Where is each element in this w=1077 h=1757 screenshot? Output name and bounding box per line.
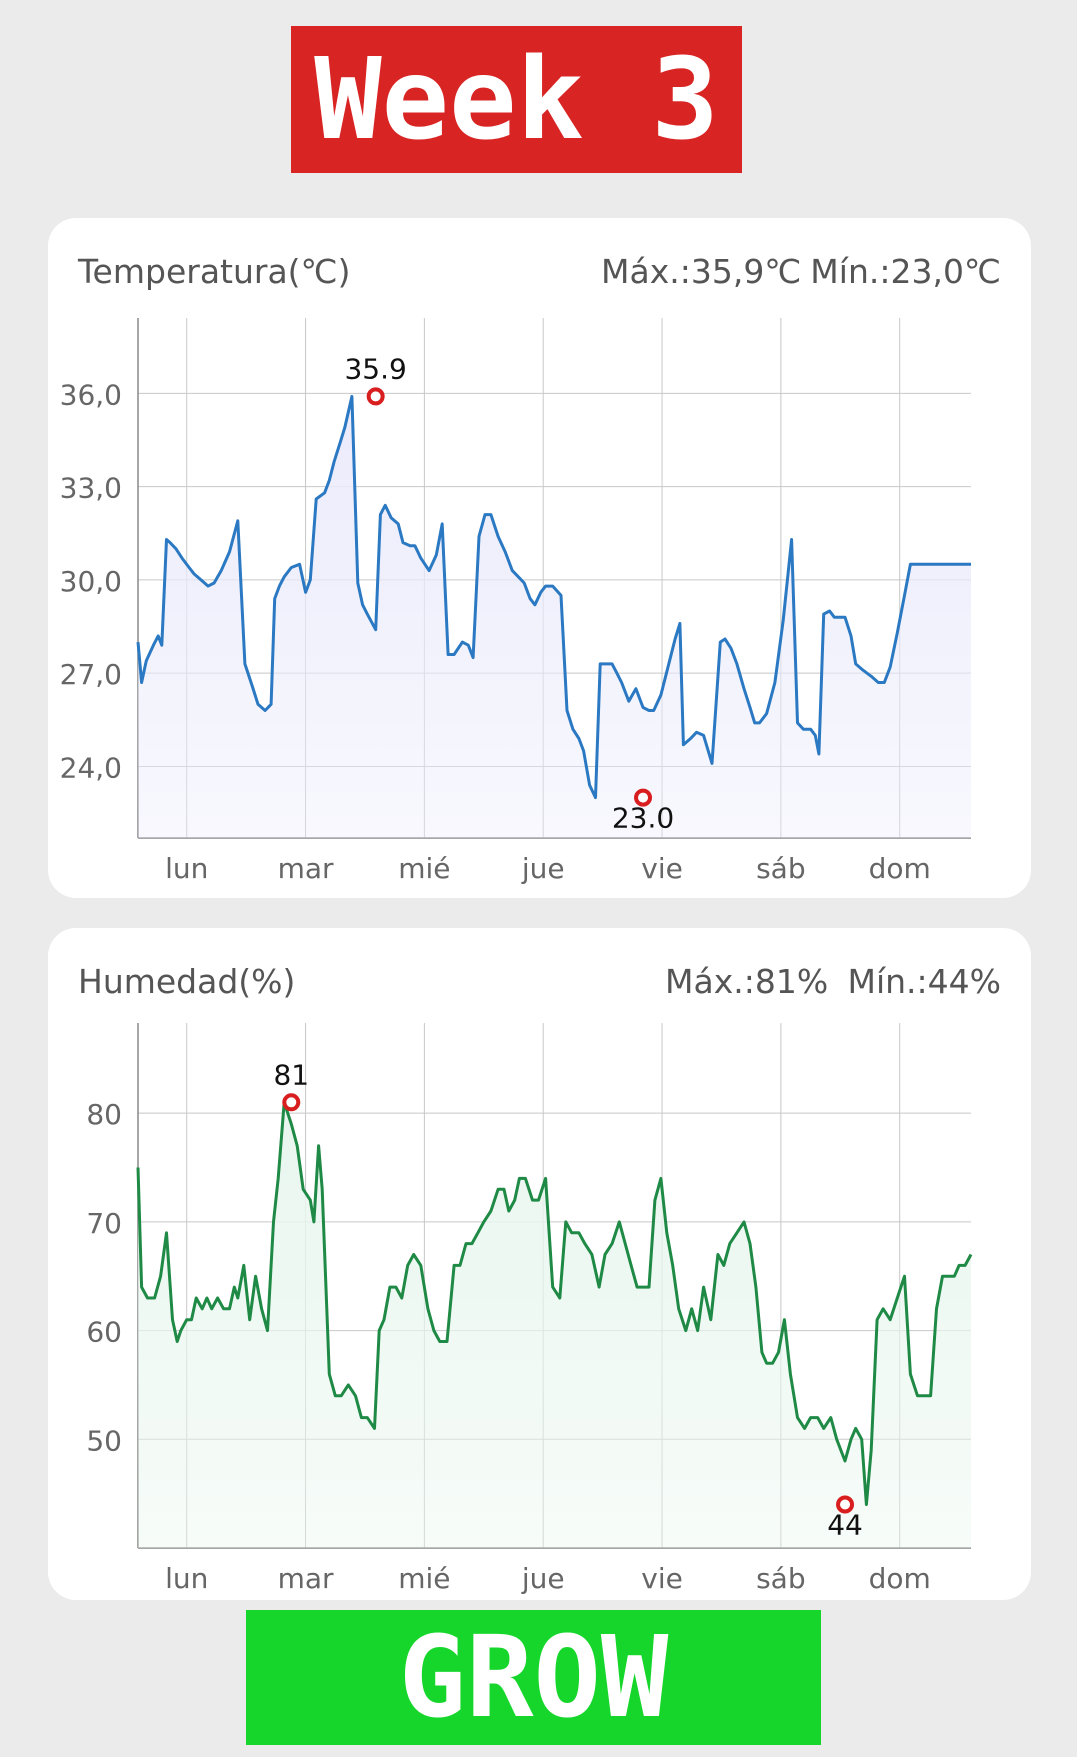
max-marker (282, 1093, 301, 1112)
min-label: Mín.:23,0℃ (810, 252, 1001, 291)
y-tick-label: 60 (86, 1316, 122, 1349)
y-tick-label: 80 (86, 1098, 122, 1131)
min-label: Mín.:44% (847, 962, 1001, 1001)
humidity-chart-card: Humedad(%) Máx.:81% Mín.:44% 80 70 60 50 lun… (48, 928, 1031, 1600)
y-tick-label: 50 (86, 1424, 122, 1457)
min-marker (836, 1495, 855, 1514)
x-tick-label: mar (278, 852, 334, 885)
max-value-label: 81 (273, 1058, 309, 1091)
series-line (136, 1100, 973, 1506)
x-tick-label: vie (641, 1562, 683, 1595)
chart-title: Temperatura(℃) (78, 252, 351, 291)
x-tick-label: jue (521, 1562, 565, 1595)
min-value-label: 44 (827, 1509, 863, 1542)
x-tick-label: lun (165, 1562, 208, 1595)
y-tick-label: 33,0 (60, 472, 122, 505)
x-tick-label: sáb (756, 852, 806, 885)
x-tick-label: mié (398, 1562, 450, 1595)
series-area (138, 396, 971, 838)
grow-banner: GROW (246, 1610, 821, 1745)
min-marker (634, 788, 653, 807)
y-tick-label: 30,0 (60, 565, 122, 598)
temperature-chart-card: Temperatura(℃) Máx.:35,9℃ Mín.:23,0℃ 36,… (48, 218, 1031, 898)
y-tick-label: 27,0 (60, 658, 122, 691)
x-tick-label: dom (869, 852, 931, 885)
max-value-label: 35.9 (344, 352, 406, 385)
x-tick-label: vie (641, 852, 683, 885)
x-tick-label: sáb (756, 1562, 806, 1595)
series-line (136, 394, 971, 800)
humidity-plot: 80 70 60 50 lun mar mié jue vie sáb dom 81 44 (86, 1023, 973, 1595)
max-label: Máx.:35,9℃ (601, 252, 802, 291)
min-value-label: 23.0 (612, 802, 674, 835)
y-tick-label: 70 (86, 1207, 122, 1240)
max-marker (366, 387, 385, 406)
x-tick-label: dom (869, 1562, 931, 1595)
y-tick-label: 24,0 (60, 751, 122, 784)
temperature-plot: 36,0 33,0 30,0 27,0 24,0 lun mar mié jue vie sáb do… (60, 318, 971, 885)
series-area (138, 1102, 971, 1548)
x-tick-label: jue (521, 852, 565, 885)
x-tick-label: lun (165, 852, 208, 885)
x-tick-label: mié (398, 852, 450, 885)
max-label: Máx.:81% (665, 962, 829, 1001)
week-banner: Week 3 (291, 26, 742, 173)
chart-title: Humedad(%) (78, 962, 296, 1001)
x-tick-label: mar (278, 1562, 334, 1595)
y-tick-label: 36,0 (60, 378, 122, 411)
